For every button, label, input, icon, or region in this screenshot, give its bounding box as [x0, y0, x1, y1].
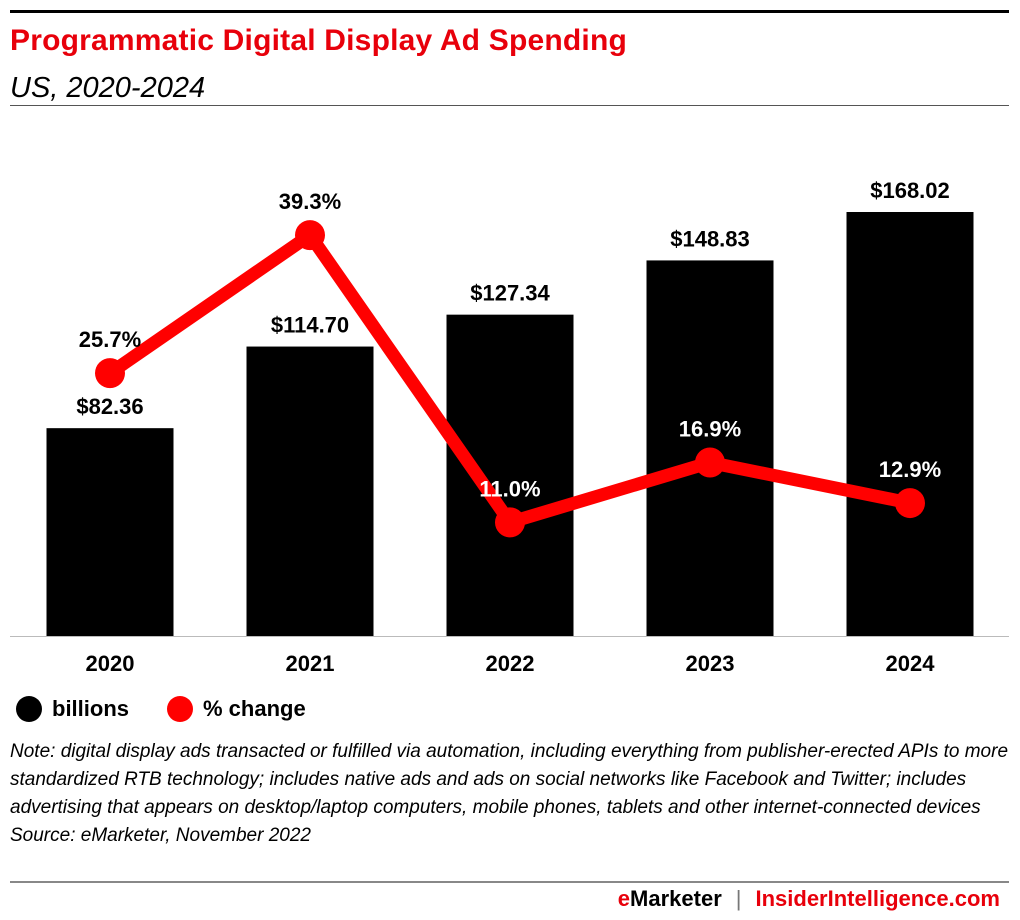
bar-2021: [246, 346, 374, 636]
footer-separator: |: [735, 886, 742, 911]
bar-2024: [846, 212, 974, 636]
bar-value-label: $82.36: [76, 394, 143, 419]
x-tick-label: 2021: [286, 651, 335, 676]
footer-divider: [10, 881, 1009, 883]
brand-name: Marketer: [630, 886, 722, 911]
pct-change-label: 12.9%: [879, 457, 941, 482]
source-text: Source: eMarketer, November 2022: [10, 825, 311, 846]
top-rule: [10, 10, 1009, 13]
x-tick-label: 2022: [486, 651, 535, 676]
bar-value-label: $114.70: [271, 313, 349, 338]
pct-change-point-2024: [895, 488, 925, 519]
pct-change-point-2020: [95, 358, 125, 389]
footer: e Marketer | InsiderIntelligence.com: [618, 886, 1000, 912]
bar-value-label: $168.02: [870, 178, 950, 203]
legend-label: % change: [203, 696, 306, 721]
notes: Note: digital display ads transacted or …: [10, 738, 1010, 850]
note-text: Note: digital display ads transacted or …: [10, 741, 1009, 818]
x-tick-label: 2024: [886, 651, 936, 676]
bar-value-label: $148.83: [670, 226, 750, 251]
pct-change-label: 25.7%: [79, 327, 141, 352]
footer-site-link[interactable]: InsiderIntelligence.com: [755, 886, 1000, 911]
pct-change-label: 16.9%: [679, 416, 741, 441]
legend-swatch-black-icon: [16, 696, 42, 722]
legend: billions % change: [16, 696, 344, 722]
chart-title: Programmatic Digital Display Ad Spending: [10, 24, 627, 57]
chart-subtitle: US, 2020-2024: [10, 72, 206, 104]
header-divider: [10, 105, 1009, 106]
legend-swatch-red-icon: [167, 696, 193, 722]
pct-change-label: 11.0%: [479, 476, 540, 501]
bar-2020: [46, 428, 174, 636]
pct-change-label: 39.3%: [279, 189, 341, 214]
pct-change-point-2023: [695, 447, 725, 478]
legend-label: billions: [52, 696, 129, 721]
legend-item-pct-change: % change: [167, 696, 306, 722]
x-tick-label: 2020: [86, 651, 135, 676]
pct-change-point-2021: [295, 220, 325, 251]
pct-change-point-2022: [495, 507, 525, 538]
x-tick-label: 2023: [686, 651, 735, 676]
brand-e: e: [617, 886, 631, 911]
legend-item-billions: billions: [16, 696, 129, 722]
bar-2022: [446, 314, 574, 636]
bar-value-label: $127.34: [470, 281, 550, 306]
